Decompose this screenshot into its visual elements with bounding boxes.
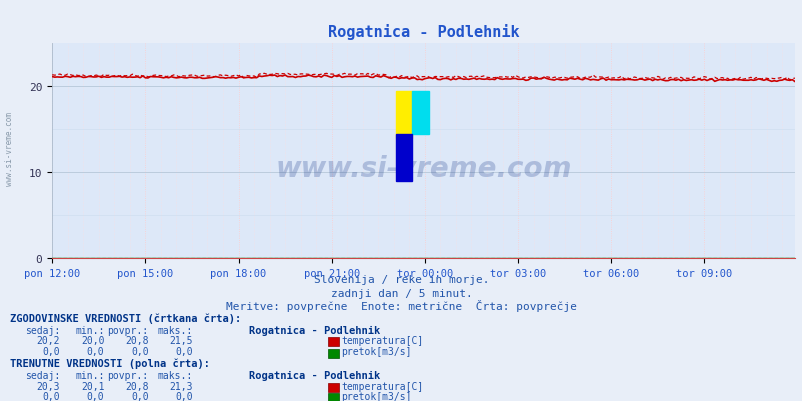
Text: TRENUTNE VREDNOSTI (polna črta):: TRENUTNE VREDNOSTI (polna črta): bbox=[10, 358, 209, 368]
Text: 20,3: 20,3 bbox=[37, 381, 60, 391]
Text: povpr.:: povpr.: bbox=[107, 370, 148, 380]
Text: zadnji dan / 5 minut.: zadnji dan / 5 minut. bbox=[330, 288, 472, 298]
Text: Rogatnica - Podlehnik: Rogatnica - Podlehnik bbox=[249, 325, 379, 335]
Text: maks.:: maks.: bbox=[157, 325, 192, 335]
Text: min.:: min.: bbox=[75, 370, 104, 380]
Text: 0,0: 0,0 bbox=[175, 391, 192, 401]
Text: Rogatnica - Podlehnik: Rogatnica - Podlehnik bbox=[249, 370, 379, 380]
Text: pretok[m3/s]: pretok[m3/s] bbox=[341, 346, 411, 356]
Title: Rogatnica - Podlehnik: Rogatnica - Podlehnik bbox=[327, 24, 519, 40]
Text: 0,0: 0,0 bbox=[131, 391, 148, 401]
Bar bbox=[412, 91, 428, 134]
Text: temperatura[C]: temperatura[C] bbox=[341, 381, 423, 391]
Text: min.:: min.: bbox=[75, 325, 104, 335]
Text: 0,0: 0,0 bbox=[175, 346, 192, 356]
Text: sedaj:: sedaj: bbox=[25, 370, 60, 380]
Text: pretok[m3/s]: pretok[m3/s] bbox=[341, 391, 411, 401]
Text: 0,0: 0,0 bbox=[131, 346, 148, 356]
Bar bbox=[395, 91, 412, 138]
Text: 0,0: 0,0 bbox=[87, 346, 104, 356]
Text: 20,8: 20,8 bbox=[125, 381, 148, 391]
Text: 20,2: 20,2 bbox=[37, 335, 60, 345]
Text: 21,5: 21,5 bbox=[169, 335, 192, 345]
Text: www.si-vreme.com: www.si-vreme.com bbox=[275, 154, 571, 182]
Text: Meritve: povprečne  Enote: metrične  Črta: povprečje: Meritve: povprečne Enote: metrične Črta:… bbox=[225, 299, 577, 311]
Text: temperatura[C]: temperatura[C] bbox=[341, 335, 423, 345]
Text: ZGODOVINSKE VREDNOSTI (črtkana črta):: ZGODOVINSKE VREDNOSTI (črtkana črta): bbox=[10, 312, 241, 323]
Text: www.si-vreme.com: www.si-vreme.com bbox=[5, 111, 14, 185]
Text: maks.:: maks.: bbox=[157, 370, 192, 380]
Text: 20,8: 20,8 bbox=[125, 335, 148, 345]
Text: 0,0: 0,0 bbox=[43, 346, 60, 356]
Text: 0,0: 0,0 bbox=[43, 391, 60, 401]
Text: 20,0: 20,0 bbox=[81, 335, 104, 345]
Bar bbox=[395, 134, 412, 181]
Text: 0,0: 0,0 bbox=[87, 391, 104, 401]
Text: povpr.:: povpr.: bbox=[107, 325, 148, 335]
Text: sedaj:: sedaj: bbox=[25, 325, 60, 335]
Text: Slovenija / reke in morje.: Slovenija / reke in morje. bbox=[314, 275, 488, 285]
Text: 21,3: 21,3 bbox=[169, 381, 192, 391]
Text: 20,1: 20,1 bbox=[81, 381, 104, 391]
